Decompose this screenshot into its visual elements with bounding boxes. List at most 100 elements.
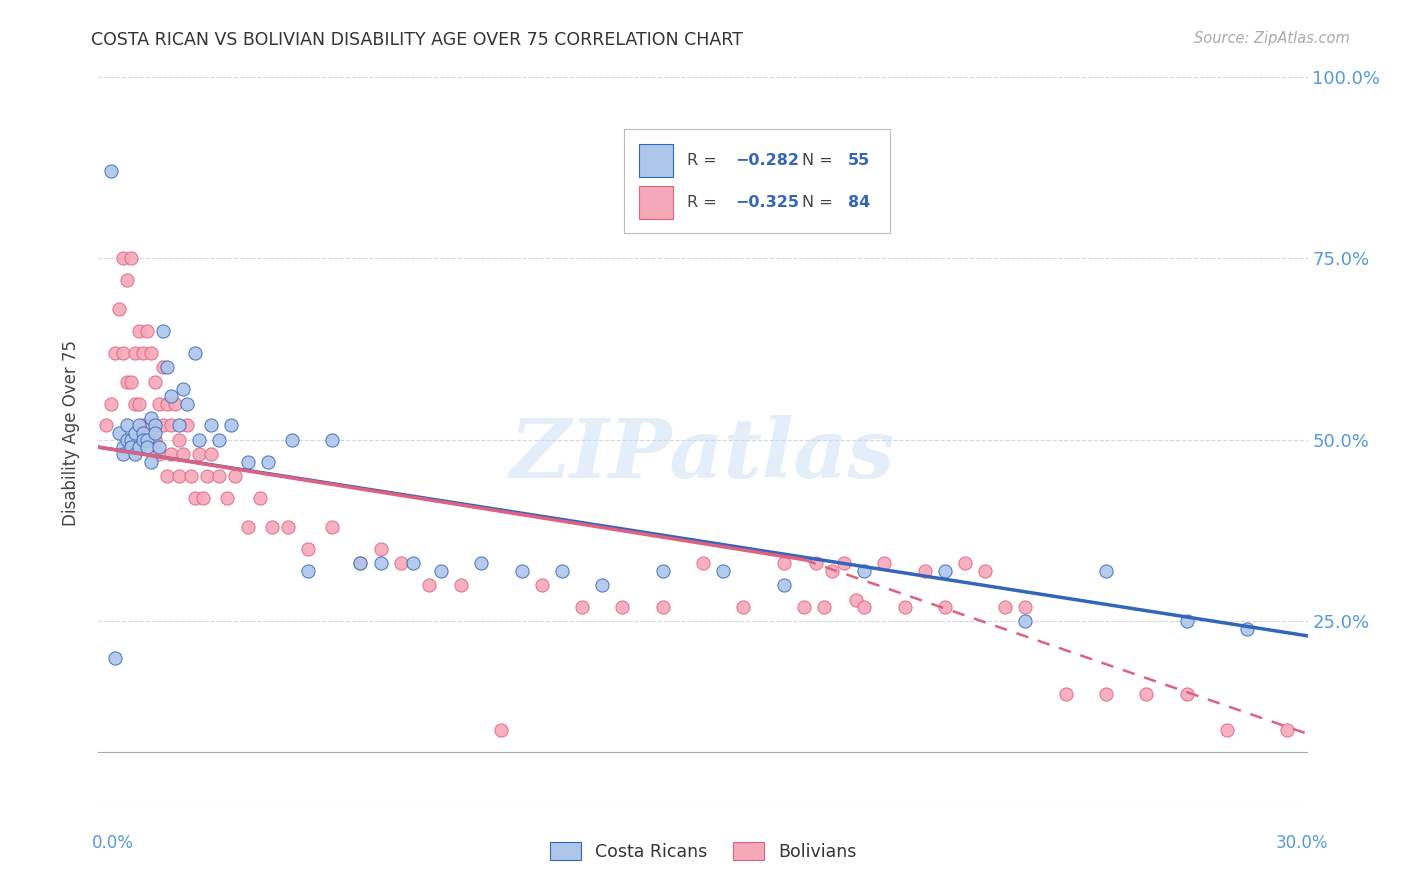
Point: [893, 599, 915, 614]
Point: [853, 564, 876, 578]
Point: [128, 324, 150, 338]
Point: [132, 418, 155, 433]
Point: [914, 564, 936, 578]
Point: [167, 433, 190, 447]
Bar: [638, 144, 673, 178]
Point: [974, 564, 997, 578]
Point: [200, 418, 222, 433]
Point: [813, 599, 835, 614]
Point: [176, 418, 198, 433]
Point: [692, 556, 714, 570]
Point: [1175, 687, 1198, 701]
Y-axis label: Disability Age Over 75: Disability Age Over 75: [62, 340, 80, 525]
Point: [103, 345, 125, 359]
Point: [349, 556, 371, 570]
Point: [349, 556, 371, 570]
Point: [111, 345, 134, 359]
Text: 0.0%: 0.0%: [91, 834, 134, 852]
Point: [224, 469, 246, 483]
Point: [418, 578, 440, 592]
Point: [139, 345, 162, 359]
Point: [853, 599, 876, 614]
Point: [124, 425, 146, 440]
Text: 30.0%: 30.0%: [1277, 834, 1329, 852]
Point: [156, 396, 179, 410]
Point: [152, 418, 174, 433]
Point: [132, 425, 155, 440]
Point: [124, 345, 146, 359]
Point: [200, 447, 222, 461]
Point: [370, 541, 392, 556]
Point: [873, 556, 896, 570]
Point: [188, 447, 211, 461]
Point: [124, 447, 146, 461]
Point: [389, 556, 412, 570]
FancyBboxPatch shape: [624, 129, 890, 233]
Point: [167, 469, 190, 483]
Point: [184, 491, 207, 505]
Point: [402, 556, 425, 570]
Point: [281, 433, 304, 447]
Point: [103, 650, 125, 665]
Point: [148, 396, 170, 410]
Text: ZIPatlas: ZIPatlas: [510, 415, 896, 495]
Point: [167, 418, 190, 433]
Point: [1175, 615, 1198, 629]
Point: [1135, 687, 1157, 701]
Point: [143, 425, 166, 440]
Point: [1236, 622, 1258, 636]
Point: [148, 440, 170, 454]
Point: [132, 433, 155, 447]
Point: [115, 418, 138, 433]
Point: [772, 556, 794, 570]
Text: Source: ZipAtlas.com: Source: ZipAtlas.com: [1194, 31, 1350, 46]
Point: [793, 599, 815, 614]
Point: [135, 324, 157, 338]
Point: [160, 418, 183, 433]
Legend: Costa Ricans, Bolivians: Costa Ricans, Bolivians: [543, 836, 863, 868]
Point: [249, 491, 271, 505]
Point: [115, 273, 138, 287]
Text: 55: 55: [848, 153, 870, 168]
Point: [321, 433, 343, 447]
Point: [135, 433, 157, 447]
Point: [321, 520, 343, 534]
Point: [221, 418, 243, 433]
Point: [100, 396, 122, 410]
Point: [1095, 687, 1118, 701]
Point: [115, 433, 138, 447]
Point: [530, 578, 553, 592]
Point: [832, 556, 855, 570]
Point: [804, 556, 827, 570]
Point: [277, 520, 299, 534]
Point: [470, 556, 492, 570]
Text: −0.325: −0.325: [735, 195, 800, 211]
Point: [128, 440, 150, 454]
Point: [845, 592, 868, 607]
Point: [994, 599, 1017, 614]
Point: [591, 578, 613, 592]
Point: [111, 252, 134, 266]
Point: [733, 599, 755, 614]
Point: [107, 425, 129, 440]
Point: [143, 418, 166, 433]
Point: [120, 252, 142, 266]
Text: 84: 84: [848, 195, 870, 211]
Point: [135, 440, 157, 454]
Point: [100, 164, 122, 178]
Point: [132, 345, 155, 359]
Point: [172, 382, 194, 396]
Point: [1014, 599, 1036, 614]
Point: [152, 324, 174, 338]
Text: N =: N =: [803, 153, 838, 168]
Point: [143, 433, 166, 447]
Point: [128, 418, 150, 433]
Point: [139, 411, 162, 425]
Text: R =: R =: [688, 153, 723, 168]
Point: [115, 375, 138, 389]
Point: [208, 469, 231, 483]
Point: [953, 556, 976, 570]
Point: [571, 599, 593, 614]
Point: [821, 564, 844, 578]
Point: [160, 389, 183, 403]
